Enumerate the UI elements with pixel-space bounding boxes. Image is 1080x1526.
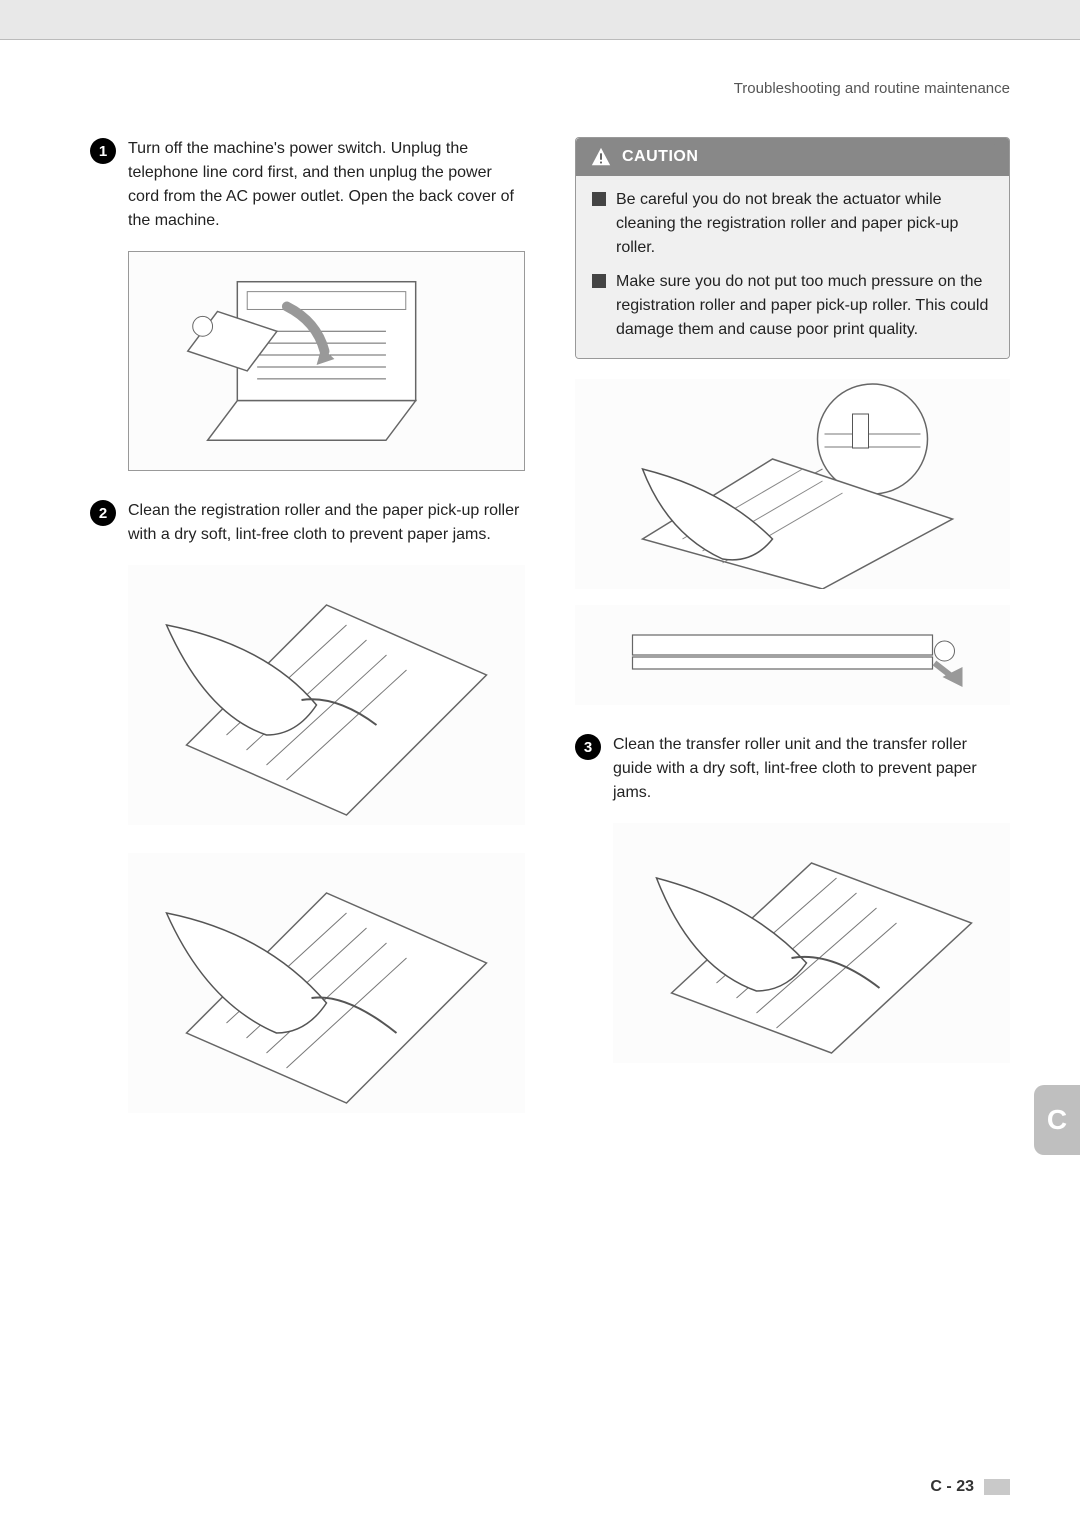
page-number: C - 23 [930, 1478, 974, 1496]
caution-title: CAUTION [622, 148, 698, 166]
figure-roller-bar [575, 605, 1010, 705]
step-3: 3 Clean the transfer roller unit and the… [575, 733, 1010, 805]
caution-item: Be careful you do not break the actuator… [592, 188, 993, 260]
step-2: 2 Clean the registration roller and the … [90, 499, 525, 547]
page-footer: C - 23 [930, 1478, 1010, 1496]
content-columns: 1 Turn off the machine's power switch. U… [90, 137, 1010, 1141]
caution-item-text: Be careful you do not break the actuator… [616, 188, 993, 260]
step-2-text: Clean the registration roller and the pa… [128, 499, 525, 547]
caution-body: Be careful you do not break the actuator… [576, 176, 1009, 358]
step-1: 1 Turn off the machine's power switch. U… [90, 137, 525, 233]
warning-icon [590, 146, 612, 168]
breadcrumb: Troubleshooting and routine maintenance [90, 80, 1010, 97]
footer-bar-icon [984, 1479, 1010, 1495]
figure-open-back-cover [128, 251, 525, 471]
caution-item: Make sure you do not put too much pressu… [592, 270, 993, 342]
caution-header: CAUTION [576, 138, 1009, 176]
figure-roller-closeup [575, 379, 1010, 589]
caution-box: CAUTION Be careful you do not break the … [575, 137, 1010, 359]
figure-clean-roller-2 [128, 853, 525, 1113]
left-column: 1 Turn off the machine's power switch. U… [90, 137, 525, 1141]
step-1-badge: 1 [90, 138, 116, 164]
square-bullet-icon [592, 192, 606, 206]
right-column: CAUTION Be careful you do not break the … [575, 137, 1010, 1141]
section-tab-label: C [1047, 1104, 1067, 1136]
caution-item-text: Make sure you do not put too much pressu… [616, 270, 993, 342]
square-bullet-icon [592, 274, 606, 288]
page-body: Troubleshooting and routine maintenance … [0, 40, 1080, 1526]
figure-clean-roller-1 [128, 565, 525, 825]
figure-transfer-roller [613, 823, 1010, 1063]
step-1-text: Turn off the machine's power switch. Unp… [128, 137, 525, 233]
step-2-badge: 2 [90, 500, 116, 526]
step-3-badge: 3 [575, 734, 601, 760]
section-tab: C [1034, 1085, 1080, 1155]
step-3-text: Clean the transfer roller unit and the t… [613, 733, 1010, 805]
page-top-bar [0, 0, 1080, 40]
